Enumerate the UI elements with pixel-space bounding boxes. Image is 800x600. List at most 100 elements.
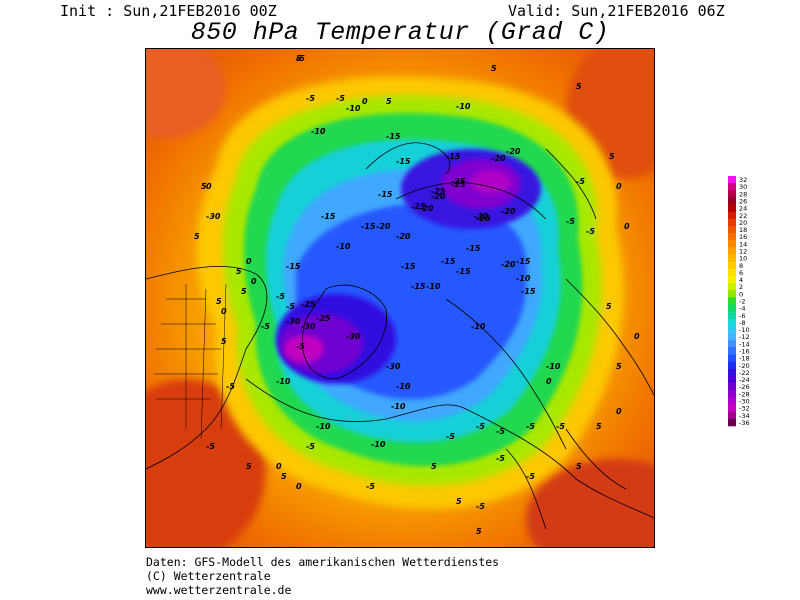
- contour-label: 0: [616, 407, 622, 416]
- legend-tick: -26: [739, 383, 750, 391]
- cold-core-west-center: [284, 335, 324, 363]
- contour-label: -20: [501, 207, 516, 216]
- contour-label: -5: [226, 382, 235, 391]
- contour-label: -10: [276, 377, 291, 386]
- contour-label: -5: [296, 342, 305, 351]
- contour-label: -15: [286, 262, 301, 271]
- color-scale-legend: 32 30 28 26 24 22 20 18 16 14 12 10 8 6 4 2 0 -2 -4 -6 -8 -10…: [720, 172, 780, 432]
- legend-tick: -30: [739, 398, 750, 406]
- legend-swatch: [728, 390, 736, 398]
- contour-label: 5: [386, 97, 392, 106]
- legend-tick: -16: [739, 348, 750, 356]
- contour-label: 5: [241, 287, 247, 296]
- legend-swatch: [728, 226, 736, 234]
- contour-label: -15: [466, 244, 481, 253]
- legend-tick: 4: [739, 276, 743, 284]
- contour-label: -20: [506, 147, 521, 156]
- legend-swatch: [728, 254, 736, 263]
- legend-swatch: [728, 418, 736, 427]
- contour-label: -25: [431, 187, 446, 196]
- contour-label: -15: [411, 282, 426, 291]
- contour-label: 5: [194, 232, 200, 241]
- legend-tick: 0: [739, 290, 743, 298]
- legend-swatch: [728, 268, 736, 277]
- contour-label: -5: [296, 54, 305, 63]
- legend-tick: -8: [739, 319, 745, 327]
- footer-url[interactable]: www.wetterzentrale.de: [146, 583, 292, 597]
- contour-label: -5: [206, 442, 215, 451]
- legend-swatch: [728, 204, 736, 213]
- contour-label: 0: [276, 462, 282, 471]
- legend-swatch: [728, 411, 736, 420]
- contour-label: -5: [476, 422, 485, 431]
- contour-label: 0: [634, 332, 640, 341]
- contour-label: 5: [296, 54, 302, 63]
- contour-label: 0: [624, 222, 630, 231]
- legend-swatches: [728, 176, 736, 427]
- contour-label: -30: [346, 332, 361, 341]
- legend-tick: -4: [739, 305, 745, 313]
- contour-label: -10: [471, 322, 486, 331]
- legend-swatch: [728, 240, 736, 248]
- contour-label: -5: [526, 422, 535, 431]
- legend-tick: -28: [739, 390, 750, 398]
- warm-patch: [146, 49, 226, 139]
- contour-label: 0: [251, 277, 257, 286]
- temperature-map: 5 5 5 5 5 5 5 5 -5 -5 -5 -5 -5 -5 -5 -5 -5 -5 -5 -5 0 0 0 0 0 0 -1…: [145, 48, 655, 548]
- contour-label: -10: [346, 104, 361, 113]
- legend-tick: 30: [739, 183, 747, 191]
- contour-label: -30: [474, 212, 489, 221]
- contour-label: 0: [296, 482, 302, 491]
- legend-swatch: [728, 376, 736, 384]
- legend-tick: 16: [739, 233, 747, 241]
- legend-swatch: [728, 347, 736, 355]
- legend-tick: 14: [739, 240, 747, 248]
- contour-label: -10: [316, 422, 331, 431]
- legend-tick: 32: [739, 176, 747, 184]
- legend-swatch: [728, 283, 736, 291]
- coastlines: [146, 142, 654, 530]
- legend-swatch: [728, 211, 736, 220]
- contour-label: -30: [301, 322, 316, 331]
- contour-label: -10: [516, 274, 531, 283]
- contour-label: 5: [491, 64, 497, 73]
- contour-label: 5: [476, 527, 482, 536]
- warm-patch: [526, 459, 654, 547]
- contour-label: 0: [206, 182, 212, 191]
- contour-label: -10: [371, 440, 386, 449]
- contour-label: -5: [261, 322, 270, 331]
- legend-swatch: [728, 368, 736, 377]
- contour-label: 5: [616, 362, 622, 371]
- legend-swatch: [728, 361, 736, 370]
- legend-swatch: [728, 176, 736, 184]
- legend-swatch: [728, 304, 736, 313]
- legend-tick: -18: [739, 355, 750, 363]
- legend-tick: -6: [739, 312, 745, 320]
- legend-swatch: [728, 404, 736, 413]
- contour-label: -15: [321, 212, 336, 221]
- contour-label: 5: [456, 497, 462, 506]
- cold-core-east-center: [471, 170, 511, 194]
- contour-label: -15: [521, 287, 536, 296]
- legend-swatch: [728, 397, 736, 405]
- contour-label: -5: [586, 227, 595, 236]
- contour-label: -10: [456, 102, 471, 111]
- contour-label: -25: [451, 177, 466, 186]
- contour-label: -10: [391, 402, 406, 411]
- map-title: 850 hPa Temperatur (Grad C): [190, 18, 610, 47]
- contour-label: 5: [431, 462, 437, 471]
- contour-label: -10: [336, 242, 351, 251]
- contour-label: -5: [286, 302, 295, 311]
- contour-label: 0: [546, 377, 552, 386]
- contour-label: -15: [396, 157, 411, 166]
- legend-tick: 26: [739, 198, 747, 206]
- contour-label: -10: [546, 362, 561, 371]
- legend-swatch: [728, 218, 736, 227]
- contour-label: -5: [366, 482, 375, 491]
- contour-label: 5: [221, 337, 227, 346]
- legend-tick: -36: [739, 419, 750, 427]
- contour-label: 5: [596, 422, 602, 431]
- contour-label: -30: [286, 317, 301, 326]
- legend-swatch: [728, 233, 736, 241]
- contour-label: -5: [556, 422, 565, 431]
